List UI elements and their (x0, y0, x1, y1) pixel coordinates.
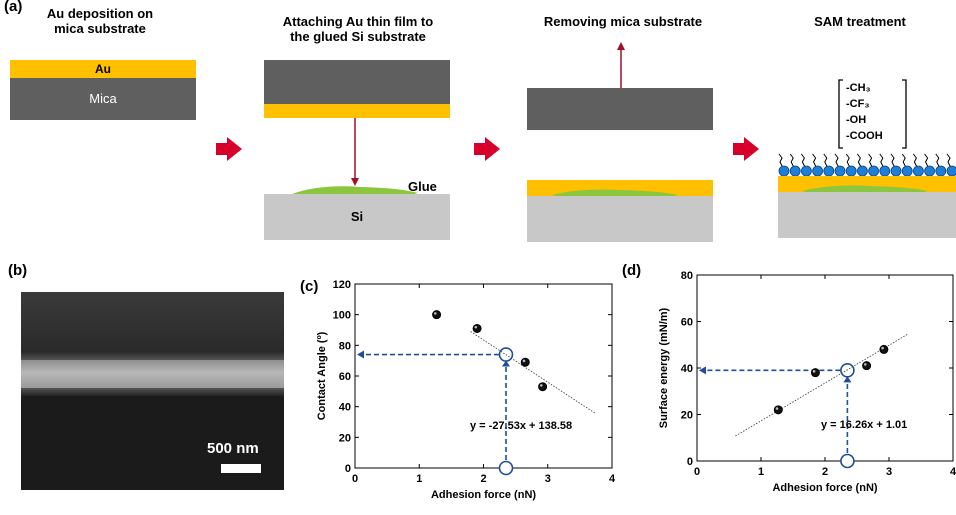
y-tick-label: 0 (687, 456, 693, 468)
y-tick-label: 120 (333, 279, 351, 291)
plot-frame (696, 274, 954, 462)
step1-title: Au deposition on mica substrate (10, 6, 190, 36)
group-ch3: -CH₃ (846, 82, 871, 94)
horizontal-guide-arrowhead (357, 350, 364, 359)
step2-title-line1: Attaching Au thin film to (282, 14, 434, 29)
sem-image: 500 nm (21, 292, 284, 490)
mica-layer: Mica (10, 78, 196, 120)
fit-line (470, 331, 597, 415)
data-point-highlight (474, 325, 478, 329)
x-tick-label: 3 (886, 466, 892, 478)
x-tick-label: 0 (352, 473, 358, 485)
data-point-highlight (433, 312, 437, 315)
scalebar-label: 500 nm (207, 440, 259, 457)
sam-molecules (778, 153, 956, 177)
fit-equation: y = 16.26x + 1.01 (821, 419, 907, 431)
group-cooh: -COOH (846, 130, 883, 142)
step2-title-line2: the glued Si substrate (290, 29, 426, 44)
data-point (862, 361, 872, 371)
au-layer-top (264, 104, 450, 118)
vertical-guide-arrowhead (843, 376, 852, 383)
process-arrow-2 (474, 137, 500, 161)
panel-c-letter: (c) (300, 278, 319, 295)
step1-title-line1: Au deposition on (46, 6, 154, 21)
y-axis-title: Contact Angle (º) (316, 331, 328, 420)
y-tick-label: 80 (681, 270, 693, 282)
group-cf3: -CF₃ (846, 98, 870, 110)
x-axis-title: Adhesion force (nN) (431, 489, 536, 501)
panel-d-letter: (d) (622, 262, 642, 279)
y-tick-label: 60 (339, 371, 351, 383)
x-axis-title: Adhesion force (nN) (772, 482, 877, 494)
marker-circle (498, 347, 514, 362)
fit-line (735, 333, 909, 437)
data-point-highlight (522, 359, 526, 363)
process-arrow-1 (216, 137, 242, 161)
data-point-highlight (540, 384, 543, 387)
functional-groups-bracket (838, 79, 907, 149)
y-tick-label: 80 (339, 340, 351, 352)
panel-a-letter: (a) (4, 0, 23, 15)
x-tick-label: 4 (609, 473, 616, 485)
data-point-highlight (775, 407, 779, 410)
panel-b-letter: (b) (8, 262, 28, 279)
x-tick-label: 2 (822, 466, 828, 478)
x-tick-label: 1 (758, 466, 764, 478)
y-tick-label: 60 (681, 317, 693, 329)
glue-label: Glue (408, 179, 437, 194)
y-tick-label: 100 (333, 310, 351, 322)
step2-title: Attaching Au thin film to the glued Si s… (258, 14, 458, 44)
horizontal-guide-arrowhead (699, 366, 706, 375)
step4-title: SAM treatment (814, 14, 906, 29)
y-tick-label: 20 (681, 410, 693, 422)
si-substrate-step3 (527, 196, 713, 242)
x-tick-label: 0 (694, 466, 700, 478)
si-substrate-step4 (778, 192, 956, 238)
y-tick-label: 0 (345, 463, 351, 475)
y-axis-title: Surface energy (mN/m) (658, 307, 670, 428)
vertical-guide-arrowhead (501, 360, 510, 367)
x-tick-label: 3 (545, 473, 551, 485)
data-point (773, 405, 783, 415)
data-point-highlight (864, 363, 867, 366)
step1-title-line2: mica substrate (54, 21, 146, 36)
x-tick-label: 1 (416, 473, 422, 485)
group-oh: -OH (846, 114, 867, 126)
x-tick-label: 2 (480, 473, 486, 485)
marker-circle (840, 363, 855, 378)
scalebar (221, 464, 261, 473)
au-layer: Au (10, 60, 196, 78)
removed-mica (527, 88, 713, 130)
mica-layer-top (264, 60, 450, 104)
data-point (879, 344, 889, 354)
data-point (810, 368, 820, 378)
fit-equation: y = -27.53x + 138.58 (470, 420, 572, 432)
y-tick-label: 40 (681, 363, 693, 375)
data-point-highlight (881, 346, 884, 350)
step3-title: Removing mica substrate (543, 14, 703, 29)
x-tick-label: 4 (950, 466, 956, 478)
axis-marker-circle (840, 453, 855, 469)
y-tick-label: 40 (339, 402, 351, 414)
process-arrow-3 (733, 137, 759, 161)
functional-groups-list: -CH₃ -CF₃ -OH -COOH (846, 80, 883, 144)
axis-marker-circle (498, 460, 514, 476)
nanowire (21, 360, 284, 388)
up-arrow (617, 42, 625, 90)
data-point-highlight (812, 370, 816, 373)
down-arrow (351, 118, 359, 186)
si-substrate: Si (264, 194, 450, 240)
y-tick-label: 20 (339, 432, 351, 444)
